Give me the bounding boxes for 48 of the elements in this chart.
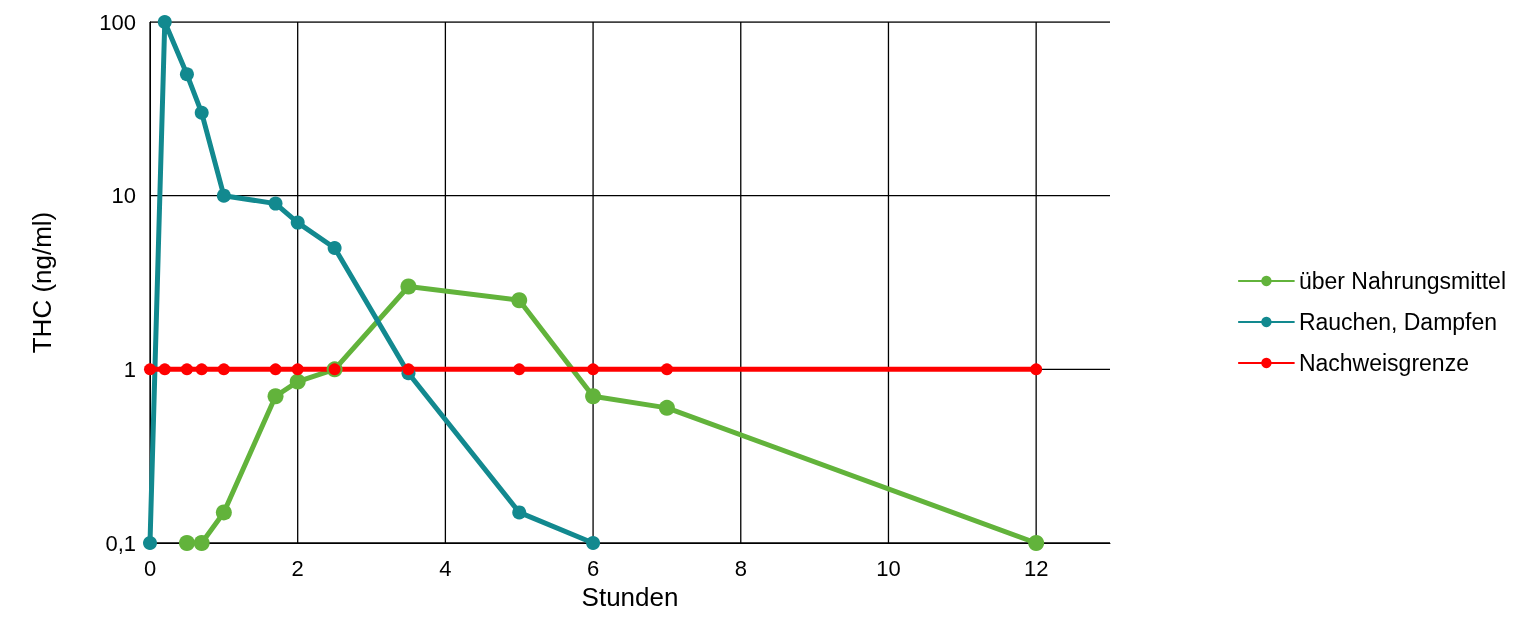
point <box>512 505 527 520</box>
point <box>402 363 415 376</box>
point <box>586 536 601 550</box>
point <box>267 388 284 405</box>
legend-label: Rauchen, Dampfen <box>1298 309 1498 335</box>
point <box>215 504 232 521</box>
point <box>400 278 417 295</box>
y-axis-title: THC (ng/ml) <box>27 211 57 354</box>
y-tick-label: 100 <box>99 9 136 35</box>
point <box>660 363 673 376</box>
legend-label: Nachweisgrenze <box>1298 350 1469 376</box>
legend-label: über Nahrungsmittel <box>1298 268 1507 294</box>
point <box>178 535 195 551</box>
point <box>158 363 171 376</box>
point <box>289 373 306 390</box>
point <box>180 363 193 376</box>
x-tick-label: 12 <box>1023 555 1049 581</box>
point <box>216 188 231 203</box>
x-tick-label: 8 <box>734 555 747 581</box>
point <box>194 105 209 120</box>
point <box>157 15 172 29</box>
point <box>658 399 675 416</box>
point <box>217 363 230 376</box>
point <box>268 196 283 211</box>
x-tick-label: 4 <box>439 555 452 581</box>
point <box>1030 363 1043 376</box>
point <box>327 240 342 255</box>
point <box>1028 535 1045 551</box>
point <box>143 536 157 550</box>
point <box>193 535 210 551</box>
point <box>144 363 156 376</box>
point <box>291 363 304 376</box>
point <box>587 363 600 376</box>
y-tick-label: 1 <box>123 356 136 382</box>
point <box>511 292 528 309</box>
point <box>585 388 602 405</box>
point <box>290 215 305 230</box>
x-tick-label: 0 <box>143 555 157 581</box>
x-axis-title: Stunden <box>581 581 679 612</box>
x-tick-label: 2 <box>291 555 304 581</box>
point <box>269 363 282 376</box>
y-tick-label: 0,1 <box>105 530 136 556</box>
x-tick-label: 10 <box>876 555 901 581</box>
x-tick-label: 6 <box>586 555 600 581</box>
point <box>195 363 208 376</box>
y-tick-label: 10 <box>111 183 136 209</box>
point <box>179 67 194 82</box>
point <box>513 363 526 376</box>
